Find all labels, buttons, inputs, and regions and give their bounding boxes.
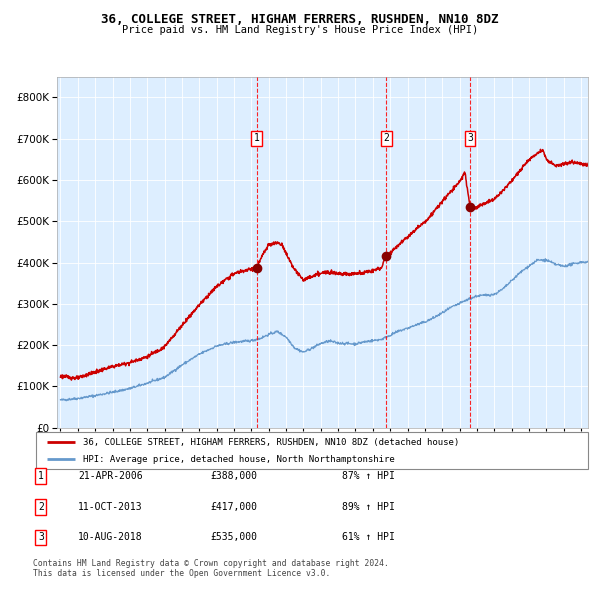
Text: £388,000: £388,000: [210, 471, 257, 481]
Text: Price paid vs. HM Land Registry's House Price Index (HPI): Price paid vs. HM Land Registry's House …: [122, 25, 478, 35]
Text: 1: 1: [254, 133, 260, 143]
Text: 36, COLLEGE STREET, HIGHAM FERRERS, RUSHDEN, NN10 8DZ (detached house): 36, COLLEGE STREET, HIGHAM FERRERS, RUSH…: [83, 438, 459, 447]
Text: 3: 3: [38, 533, 44, 542]
Text: 36, COLLEGE STREET, HIGHAM FERRERS, RUSHDEN, NN10 8DZ: 36, COLLEGE STREET, HIGHAM FERRERS, RUSH…: [101, 13, 499, 26]
Text: 2: 2: [383, 133, 389, 143]
Text: 87% ↑ HPI: 87% ↑ HPI: [342, 471, 395, 481]
Text: 1: 1: [38, 471, 44, 481]
Text: 2: 2: [38, 502, 44, 512]
Text: Contains HM Land Registry data © Crown copyright and database right 2024.: Contains HM Land Registry data © Crown c…: [33, 559, 389, 568]
Text: HPI: Average price, detached house, North Northamptonshire: HPI: Average price, detached house, Nort…: [83, 455, 395, 464]
Text: £535,000: £535,000: [210, 533, 257, 542]
Text: £417,000: £417,000: [210, 502, 257, 512]
Text: 61% ↑ HPI: 61% ↑ HPI: [342, 533, 395, 542]
Text: 3: 3: [467, 133, 473, 143]
Text: 21-APR-2006: 21-APR-2006: [78, 471, 143, 481]
Text: This data is licensed under the Open Government Licence v3.0.: This data is licensed under the Open Gov…: [33, 569, 331, 578]
FancyBboxPatch shape: [36, 432, 588, 469]
Text: 10-AUG-2018: 10-AUG-2018: [78, 533, 143, 542]
Text: 11-OCT-2013: 11-OCT-2013: [78, 502, 143, 512]
Text: 89% ↑ HPI: 89% ↑ HPI: [342, 502, 395, 512]
